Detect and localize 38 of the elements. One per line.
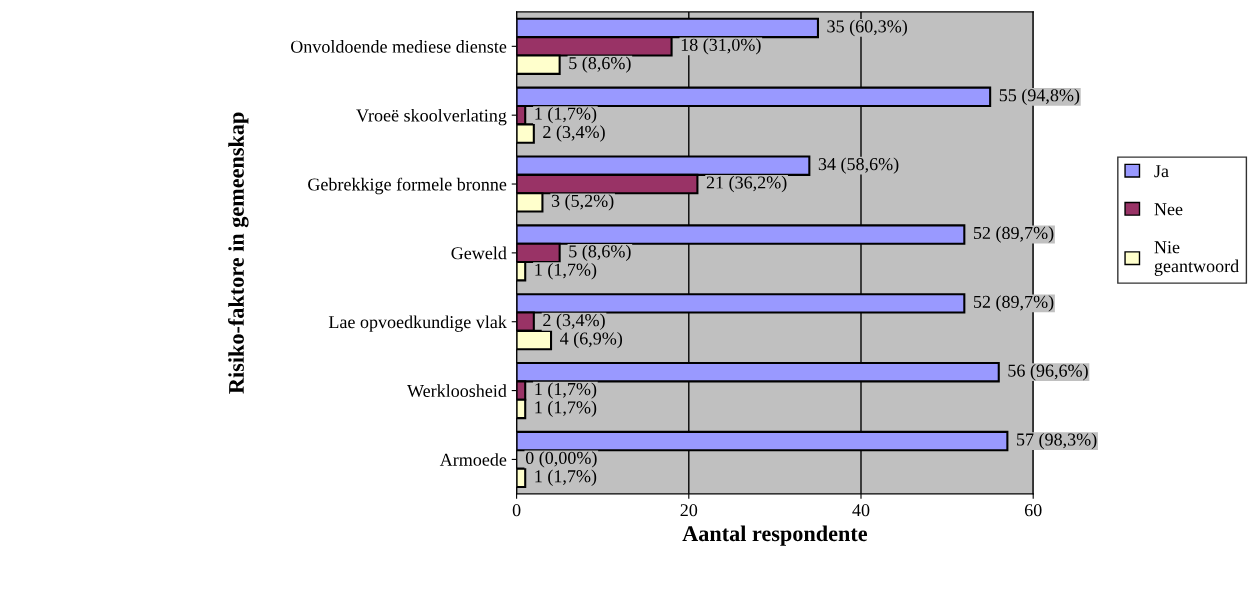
data-label: 35 (60,3%) <box>827 19 907 37</box>
y-tick-label: Werkloosheid <box>407 384 507 398</box>
bar <box>516 467 527 489</box>
y-tick-label: Lae opvoedkundige vlak <box>328 315 507 332</box>
data-label: 34 (58,6%) <box>818 157 899 174</box>
data-label: 4 (6,9%) <box>560 331 623 349</box>
data-label: 0 (0,00%) <box>525 451 597 468</box>
y-tick-label: Gebrekkige formele bronne <box>308 177 507 195</box>
data-label: 2 (3,4%) <box>543 125 605 142</box>
data-label: 1 (1,7%) <box>535 263 597 280</box>
data-label: 3 (5,2%) <box>551 194 614 211</box>
data-label: 5 (8,6%) <box>569 244 631 262</box>
data-label: 1 (1,7%) <box>535 106 597 124</box>
y-tick-label: Armoede <box>439 453 507 466</box>
data-label: 56 (96,6%) <box>1008 364 1088 381</box>
data-label: 57 (98,3%) <box>1017 432 1097 450</box>
data-label: 52 (89,7%) <box>973 295 1054 312</box>
data-label: 1 (1,7%) <box>535 469 597 486</box>
data-label: 5 (8,6%) <box>569 56 631 73</box>
y-tick-label: Onvoldoende mediese dienste <box>291 40 507 53</box>
x-tick-label: 0 <box>512 504 521 517</box>
legend-label: Ja <box>1154 165 1169 178</box>
data-label: 21 (36,2%) <box>706 175 787 193</box>
x-tick-label: 60 <box>1024 504 1042 517</box>
y-tick-label: Geweld <box>451 246 507 260</box>
data-label: 52 (89,7%) <box>973 226 1054 243</box>
x-tick-label: 20 <box>680 504 698 517</box>
y-axis-title: Risiko-faktore in gemeenskap <box>228 112 249 394</box>
data-label: 1 (1,7%) <box>535 400 597 418</box>
data-label: 2 (3,4%) <box>543 313 605 330</box>
x-tick-label: 40 <box>852 504 870 517</box>
data-label: 18 (31,0%) <box>681 38 761 55</box>
legend-label: Nie geantwoord <box>1154 241 1239 276</box>
y-tick-label: Vroeë skoolverlating <box>356 108 507 126</box>
data-label: 55 (94,8%) <box>999 88 1080 105</box>
x-axis-title: Aantal respondente <box>682 525 868 546</box>
data-label: 1 (1,7%) <box>535 382 597 399</box>
legend-label: Nee <box>1154 203 1183 216</box>
